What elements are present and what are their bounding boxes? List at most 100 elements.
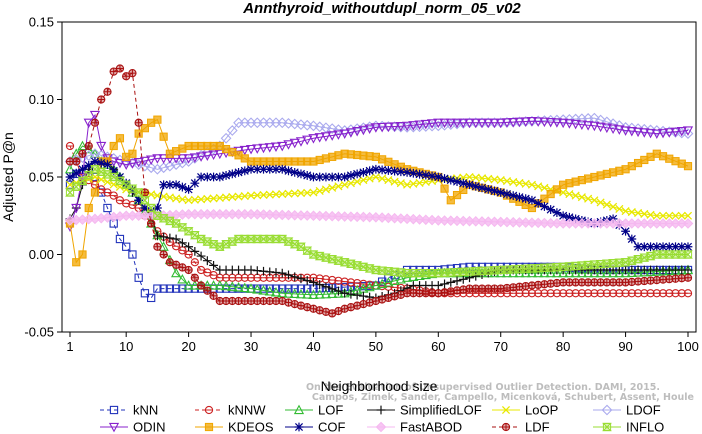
legend-item-simplifiedlof: SimplifiedLOF (367, 403, 482, 418)
point-loop-k45 (340, 180, 349, 189)
point-ldf-k47 (353, 301, 362, 310)
point-loop-k37 (290, 189, 299, 198)
point-odin-k54 (395, 122, 406, 132)
point-odin-k78 (545, 117, 556, 128)
legend-label-kdeos: KDEOS (228, 420, 274, 434)
point-loop-k76 (534, 182, 543, 191)
point-ldf-k15 (153, 242, 162, 251)
point-simplifiedlof-k60 (433, 281, 443, 290)
point-odin-k20 (183, 154, 194, 164)
point-odin-k73 (514, 117, 525, 128)
point-loop-k86 (596, 198, 605, 207)
x-tick-label-50: 50 (369, 339, 383, 354)
legend-label-fastabod: FastABOD (400, 420, 462, 434)
point-kdeos-k12 (134, 129, 143, 138)
point-knn-k36 (284, 284, 293, 293)
point-ldf-k91 (627, 277, 636, 287)
point-simplifiedlof-k15 (152, 231, 162, 241)
point-cof-k92 (633, 242, 643, 252)
point-inflo-k74 (520, 264, 531, 273)
point-cof-k45 (340, 172, 350, 182)
point-loop-k87 (602, 200, 611, 209)
point-cof-k49 (365, 166, 375, 176)
point-knn-k35 (278, 284, 287, 293)
point-inflo-k31 (252, 234, 263, 244)
point-lof-k32 (258, 285, 269, 295)
point-kdeos-k5 (90, 188, 100, 197)
point-cof-k19 (177, 182, 187, 192)
point-odin-k87 (601, 123, 612, 134)
point-simplifiedlof-k48 (358, 291, 368, 301)
point-inflo-k1 (65, 188, 75, 197)
point-cof-k76 (533, 198, 543, 208)
point-kdeos-k62 (446, 196, 455, 205)
point-loop-k22 (197, 195, 206, 204)
point-lof-k89 (614, 267, 625, 278)
point-simplifiedlof-k31 (252, 266, 262, 276)
point-inflo-k50 (370, 265, 381, 275)
legend-marker-odin (108, 422, 120, 433)
point-inflo-k65 (464, 267, 475, 276)
point-ldof-k18 (170, 159, 182, 170)
legend-label-simplifiedlof: SimplifiedLOF (400, 403, 482, 418)
point-cof-k57 (415, 169, 424, 179)
point-cof-k66 (471, 181, 481, 191)
point-loop-k84 (584, 194, 593, 203)
point-ldf-k69 (490, 284, 499, 293)
point-lof-k39 (302, 289, 313, 299)
point-inflo-k29 (239, 234, 250, 244)
point-lof-k28 (233, 281, 244, 292)
point-inflo-k60 (433, 268, 444, 278)
point-simplifiedlof-k100 (683, 265, 693, 275)
point-inflo-k79 (551, 263, 562, 272)
point-cof-k7 (103, 160, 112, 169)
point-knn-k14 (147, 293, 156, 303)
legend-item-kdeos: KDEOS (195, 420, 274, 434)
point-cof-k64 (458, 178, 468, 188)
point-cof-k26 (221, 171, 231, 180)
point-inflo-k89 (614, 258, 625, 267)
point-inflo-k83 (576, 261, 587, 270)
point-odin-k49 (364, 124, 375, 135)
point-lof-k42 (320, 288, 332, 299)
watermark-citation: On the Evaluation of Unsupervised Outlie… (306, 382, 660, 393)
point-cof-k47 (352, 169, 362, 179)
point-odin-k41 (314, 133, 325, 143)
point-knnw-k21 (190, 258, 199, 267)
legend-label-loop: LoOP (525, 403, 558, 418)
point-cof-k12 (134, 195, 144, 205)
point-odin-k9 (114, 158, 126, 169)
point-loop-k48 (359, 176, 368, 185)
point-kdeos-k78 (546, 189, 555, 199)
point-inflo-k85 (589, 260, 600, 269)
point-odin-k88 (607, 124, 619, 135)
point-ldf-k14 (147, 219, 156, 228)
point-odin-k43 (327, 131, 338, 141)
point-kdeos-k11 (128, 149, 137, 158)
point-simplifiedlof-k16 (159, 232, 169, 242)
point-cof-k20 (184, 185, 194, 194)
point-loop-k97 (665, 211, 674, 220)
point-ldf-k60 (434, 289, 443, 298)
point-cof-k30 (246, 164, 256, 174)
point-ldf-k76 (534, 280, 543, 290)
point-inflo-k16 (158, 214, 169, 223)
point-cof-k48 (358, 167, 368, 177)
point-odin-k31 (252, 144, 263, 154)
legend-item-ldof: LDOF (593, 403, 661, 418)
point-cof-k59 (427, 171, 437, 181)
point-cof-k28 (234, 167, 243, 177)
point-loop-k23 (203, 194, 212, 203)
series-odin (64, 110, 694, 232)
point-cof-k65 (465, 180, 474, 190)
point-inflo-k13 (139, 196, 150, 205)
point-ldf-k48 (359, 299, 368, 309)
point-ldf-k78 (546, 279, 555, 288)
point-cof-k99 (677, 242, 687, 252)
point-odin-k52 (383, 122, 394, 133)
legend-marker-cof (294, 422, 304, 432)
point-odin-k72 (508, 117, 519, 128)
point-cof-k4 (84, 160, 94, 170)
point-odin-k75 (526, 117, 538, 127)
point-odin-k15 (152, 154, 163, 164)
